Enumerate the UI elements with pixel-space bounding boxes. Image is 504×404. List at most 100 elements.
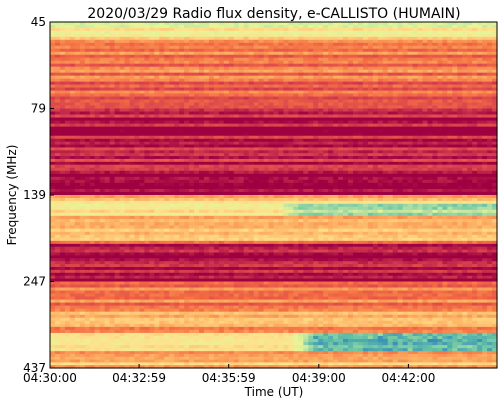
heatmap-cell xyxy=(59,126,66,131)
heatmap-cell xyxy=(94,87,101,92)
heatmap-cell xyxy=(258,144,265,149)
heatmap-cell xyxy=(74,161,81,166)
heatmap-cell xyxy=(313,123,319,128)
heatmap-cell xyxy=(492,132,498,137)
heatmap-cell xyxy=(109,138,116,143)
heatmap-cell xyxy=(462,99,468,104)
heatmap-cell xyxy=(402,90,409,95)
heatmap-cell xyxy=(109,108,116,113)
heatmap-cell xyxy=(392,42,399,47)
heatmap-cell xyxy=(50,126,56,131)
heatmap-cell xyxy=(447,93,453,98)
heatmap-cell xyxy=(298,144,304,149)
heatmap-cell xyxy=(288,22,294,26)
heatmap-cell xyxy=(89,111,96,116)
heatmap-cell xyxy=(243,30,250,35)
heatmap-cell xyxy=(258,150,265,154)
heatmap-cell xyxy=(407,57,414,62)
heatmap-cell xyxy=(203,27,210,32)
heatmap-cell xyxy=(422,69,429,74)
heatmap-cell xyxy=(333,57,339,62)
heatmap-cell xyxy=(412,57,419,62)
heatmap-cell xyxy=(223,144,230,149)
heatmap-cell xyxy=(392,36,399,41)
heatmap-cell xyxy=(492,75,498,80)
heatmap-cell xyxy=(64,36,71,41)
heatmap-cell xyxy=(472,24,478,29)
heatmap-cell xyxy=(218,114,225,119)
heatmap-cell xyxy=(308,111,314,116)
heatmap-cell xyxy=(203,120,210,125)
heatmap-cell xyxy=(367,99,374,104)
heatmap-cell xyxy=(213,96,220,101)
heatmap-cell xyxy=(462,158,468,163)
heatmap-cell xyxy=(248,153,255,157)
heatmap-cell xyxy=(467,164,473,169)
heatmap-cell xyxy=(447,135,453,140)
heatmap-cell xyxy=(129,135,136,140)
heatmap-cell xyxy=(357,111,364,116)
heatmap-cell xyxy=(134,123,140,128)
heatmap-cell xyxy=(208,129,215,134)
heatmap-cell xyxy=(338,135,344,140)
heatmap-cell xyxy=(447,39,453,44)
heatmap-cell xyxy=(238,167,245,172)
heatmap-cell xyxy=(94,22,101,26)
heatmap-cell xyxy=(159,30,165,35)
heatmap-cell xyxy=(84,42,91,47)
heatmap-cell xyxy=(367,153,374,157)
heatmap-cell xyxy=(159,63,165,68)
heatmap-cell xyxy=(477,111,483,116)
heatmap-cell xyxy=(352,42,359,47)
heatmap-cell xyxy=(308,108,314,113)
heatmap-cell xyxy=(477,129,483,134)
heatmap-cell xyxy=(139,96,145,101)
heatmap-cell xyxy=(402,81,409,86)
heatmap-cell xyxy=(298,75,304,80)
heatmap-cell xyxy=(477,63,483,68)
heatmap-cell xyxy=(477,123,483,128)
heatmap-cell xyxy=(298,22,304,26)
heatmap-cell xyxy=(338,105,344,110)
heatmap-cell xyxy=(228,117,235,122)
heatmap-cell xyxy=(293,36,299,41)
heatmap-cell xyxy=(243,105,250,110)
heatmap-cell xyxy=(184,24,190,29)
heatmap-cell xyxy=(189,123,195,128)
heatmap-cell xyxy=(213,114,220,119)
heatmap-cell xyxy=(407,132,414,137)
heatmap-cell xyxy=(54,108,61,113)
heatmap-cell xyxy=(482,66,488,71)
heatmap-cell xyxy=(104,158,111,163)
heatmap-cell xyxy=(492,153,498,157)
heatmap-cell xyxy=(149,60,155,65)
heatmap-cell xyxy=(352,81,359,86)
heatmap-cell xyxy=(124,167,131,172)
heatmap-cell xyxy=(417,173,424,178)
heatmap-cell xyxy=(94,24,101,29)
heatmap-cell xyxy=(462,170,468,175)
heatmap-cell xyxy=(69,161,76,166)
heatmap-cell xyxy=(134,45,140,50)
heatmap-cell xyxy=(447,123,453,128)
heatmap-cell xyxy=(352,150,359,154)
heatmap-cell xyxy=(79,54,86,59)
heatmap-cell xyxy=(218,111,225,116)
heatmap-cell xyxy=(323,173,329,178)
heatmap-cell xyxy=(333,87,339,92)
heatmap-cell xyxy=(318,126,324,131)
heatmap-cell xyxy=(298,42,304,47)
heatmap-cell xyxy=(382,173,389,178)
heatmap-cell xyxy=(467,147,473,151)
heatmap-cell xyxy=(114,153,121,157)
heatmap-cell xyxy=(189,126,195,131)
heatmap-cell xyxy=(89,173,96,178)
heatmap-cell xyxy=(223,156,230,160)
heatmap-cell xyxy=(427,138,434,143)
heatmap-cell xyxy=(333,114,339,119)
heatmap-cell xyxy=(228,33,235,38)
heatmap-cell xyxy=(283,63,289,68)
heatmap-cell xyxy=(114,99,121,104)
heatmap-cell xyxy=(164,129,170,134)
heatmap-cell xyxy=(154,167,160,172)
